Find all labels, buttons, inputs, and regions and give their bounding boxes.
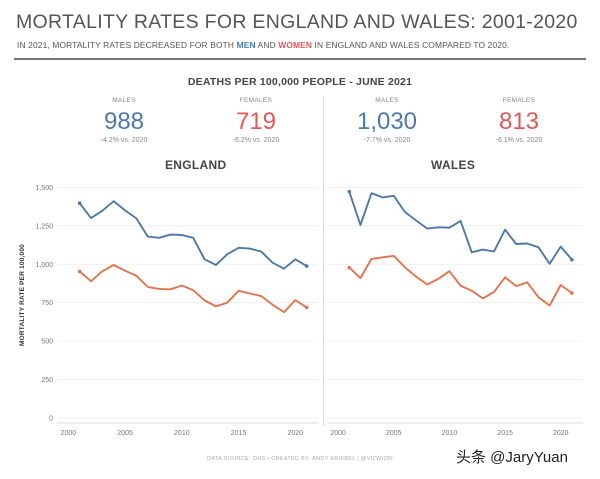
- england-panel-title: ENGLAND: [165, 158, 227, 172]
- kpi-value: 1,030: [356, 108, 418, 135]
- kpi-england-females: FEMALES 719 -6.2% vs. 2020: [196, 97, 316, 144]
- subtitle-women-highlight: WOMEN: [278, 40, 313, 50]
- kpi-change: -6.1% vs. 2020: [495, 137, 543, 144]
- x-tick-label: 2010: [442, 430, 458, 437]
- x-tick-label: 2005: [386, 430, 402, 437]
- kpi-change: -6.2% vs. 2020: [232, 137, 280, 144]
- y-axis-label: MORTALITY RATE PER 100,000: [19, 244, 26, 346]
- kpi-value: 988: [103, 108, 145, 135]
- kpi-value: 719: [235, 108, 277, 135]
- kpi-label: MALES: [375, 97, 399, 104]
- england-females-line: [78, 264, 308, 314]
- data-point: [570, 257, 574, 262]
- page-title: MORTALITY RATES FOR ENGLAND AND WALES: 2…: [16, 11, 578, 33]
- england-males-line: [78, 200, 308, 270]
- kpi-label: MALES: [112, 97, 136, 104]
- subtitle-text-post: IN ENGLAND AND WALES COMPARED TO 2020.: [312, 40, 510, 50]
- watermark: 头条 @JaryYuan: [456, 449, 568, 466]
- kpi-label: FEMALES: [239, 97, 273, 104]
- x-tick-label: 2015: [497, 430, 513, 437]
- y-tick-label: 1,000: [35, 262, 53, 269]
- kpi-wales-males: MALES 1,030 -7.7% vs. 2020: [327, 97, 447, 144]
- y-tick-label: 500: [41, 339, 53, 346]
- kpi-change: -7.7% vs. 2020: [363, 137, 411, 144]
- x-tick-label: 2000: [61, 430, 77, 437]
- data-point: [347, 265, 352, 270]
- subtitle-men-highlight: MEN: [236, 40, 256, 50]
- data-point: [77, 269, 82, 274]
- x-tick-label: 2020: [288, 430, 304, 437]
- header-divider: [14, 58, 586, 60]
- subtitle-text-pre: IN 2021, MORTALITY RATES DECREASED FOR B…: [17, 40, 237, 50]
- x-tick-label: 2015: [231, 430, 247, 437]
- data-point: [347, 189, 352, 194]
- x-tick-label: 2020: [553, 430, 569, 437]
- panel-divider: [323, 96, 324, 426]
- data-point: [77, 201, 82, 206]
- x-tick-label: 2010: [174, 430, 190, 437]
- wales-panel-title: WALES: [431, 158, 476, 172]
- kpi-label: FEMALES: [502, 97, 536, 104]
- data-source-footer: DATA SOURCE: ONS • CREATED BY: ANDY KRIE…: [207, 456, 393, 462]
- kpi-value: 813: [498, 108, 540, 135]
- wales-males-line: [348, 190, 573, 265]
- kpi-change: -4.2% vs. 2020: [100, 137, 148, 144]
- data-point: [304, 264, 309, 268]
- y-tick-label: 0: [49, 416, 53, 423]
- kpi-wales-females: FEMALES 813 -6.1% vs. 2020: [459, 97, 579, 144]
- y-tick-label: 250: [41, 377, 53, 384]
- data-point: [570, 291, 574, 295]
- data-point: [304, 305, 309, 310]
- x-tick-label: 2005: [117, 430, 133, 437]
- x-tick-label: 2000: [330, 430, 346, 437]
- section-title: DEATHS PER 100,000 PEOPLE - JUNE 2021: [187, 76, 413, 88]
- y-tick-label: 1,500: [35, 185, 53, 192]
- subtitle-text-and: AND: [255, 40, 279, 50]
- y-tick-label: 750: [41, 300, 53, 307]
- wales-females-line: [348, 254, 573, 307]
- kpi-england-males: MALES 988 -4.2% vs. 2020: [64, 97, 184, 144]
- page-subtitle: IN 2021, MORTALITY RATES DECREASED FOR B…: [17, 40, 509, 50]
- y-tick-label: 1,250: [35, 223, 53, 230]
